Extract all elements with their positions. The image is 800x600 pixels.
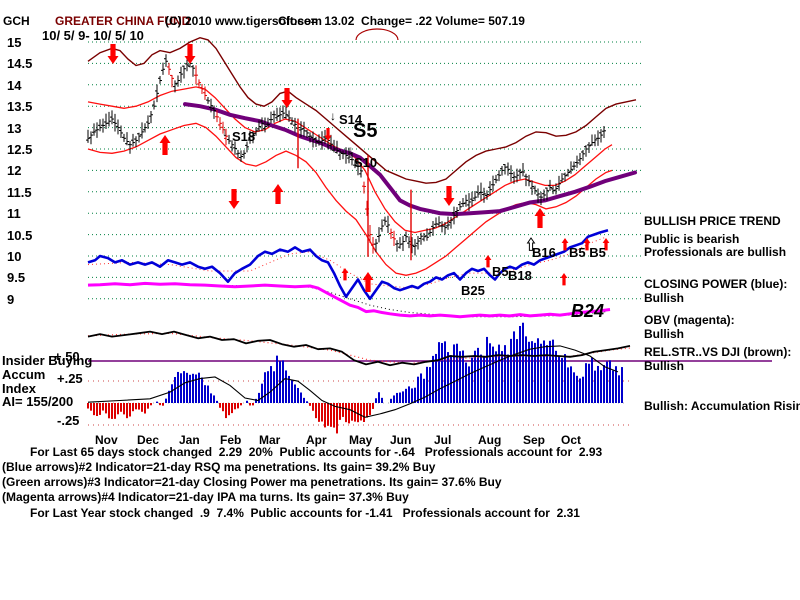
buy-signal-arrow-icon <box>602 238 610 251</box>
buy-signal-label: B24 <box>571 301 605 321</box>
page-title: GREATER CHINA FUND <box>55 14 191 28</box>
price-axis-tick: 10 <box>7 249 22 264</box>
month-axis-label: Jan <box>179 433 200 447</box>
month-axis-label: Jun <box>390 433 412 447</box>
accum-ma-line <box>87 345 619 418</box>
indicator-status-text: Bullish <box>644 327 685 341</box>
indicator-status-text: Public is bearish <box>644 232 740 246</box>
sell-signal-arrow-icon <box>228 189 240 209</box>
sell-signal-arrow-icon <box>324 128 332 141</box>
sell-signal-arrow-icon <box>107 44 119 64</box>
price-axis-tick: 10.5 <box>7 227 33 243</box>
date-range: 10/ 5/ 9- 10/ 5/ 10 <box>42 28 144 43</box>
price-axis-tick: 11.5 <box>7 184 32 200</box>
month-axis-label: Dec <box>137 433 160 447</box>
accum-index-label: Insider Buying <box>2 353 93 368</box>
oscillator-scale-label: -.25 <box>57 413 80 428</box>
price-axis-tick: 12 <box>7 163 22 179</box>
price-axis-tick: 13 <box>7 120 22 136</box>
copyright-text: (C) 2010 www.tigersoft.com <box>165 14 322 28</box>
buy-signal-arrow-icon <box>484 255 492 268</box>
down-arrow-glyph: ↓ <box>348 143 354 157</box>
buy-signal-arrow-icon <box>560 273 568 286</box>
sell-signal-label: S5 <box>353 120 378 142</box>
buy-signal-label: B5 <box>492 264 509 279</box>
closing-power-line <box>87 229 609 301</box>
buy-signal-arrow-icon <box>526 237 536 251</box>
accum-histogram <box>87 322 623 434</box>
sell-signal-arrow-icon <box>443 186 455 206</box>
month-axis-label: Oct <box>561 433 582 447</box>
sell-signal-arrow-icon <box>184 44 196 64</box>
indicator-status-text: Bullish: Accumulation Rising <box>644 399 800 413</box>
month-axis-label: Nov <box>95 433 118 447</box>
buy-signal-arrow-icon <box>534 208 546 228</box>
sell-signal-label: S10 <box>354 155 378 170</box>
buy-signal-arrow-icon <box>362 272 374 292</box>
buy-signal-arrow-icon <box>583 238 591 251</box>
buy-signal-arrow-icon <box>272 184 284 204</box>
indicator-status-text: OBV (magenta): <box>644 313 735 327</box>
footer-stat-line: For Last 65 days stock changed 2.29 20% … <box>30 445 603 459</box>
price-axis-tick: 11 <box>7 206 21 222</box>
price-axis-tick: 15 <box>7 35 22 50</box>
down-arrow-glyph: ↓ <box>330 109 336 123</box>
price-gridlines <box>88 41 643 300</box>
month-axis-label: Jul <box>434 433 452 447</box>
month-axis-label: May <box>349 433 373 447</box>
month-axis-label: Sep <box>523 433 546 447</box>
sell-signal-label: S14 <box>339 112 363 127</box>
buy-signal-label: B25 <box>461 283 485 298</box>
footer-stat-line: (Magenta arrows)#4 Indicator=21-day IPA … <box>2 490 409 504</box>
down-arrow-glyph: ↓ <box>222 125 228 139</box>
candlesticks <box>86 54 606 261</box>
accum-index-label: Accum <box>2 367 46 382</box>
cp-ma-dotted-line <box>87 236 608 289</box>
footer-stat-line: For Last Year stock changed .9 7.4% Publ… <box>30 506 580 520</box>
signal-arrows <box>107 28 610 292</box>
buy-signal-arrow-icon <box>561 238 569 251</box>
ma-50day-line <box>183 102 637 217</box>
sell-signal-label: S18 <box>232 129 256 144</box>
price-axis-tick: 14 <box>7 77 22 93</box>
price-axis-tick: 13.5 <box>7 99 33 115</box>
indicator-status-text: Bullish <box>644 359 685 373</box>
month-axis-label: Apr <box>306 433 327 447</box>
indicator-status-text: Bullish <box>644 291 685 305</box>
sell-signal-arrow-icon <box>281 88 293 108</box>
price-axis-tick: 14.5 <box>7 56 33 72</box>
oscillator-scale-label: +.50 <box>54 349 80 364</box>
indicator-status-text: BULLISH PRICE TREND <box>644 214 781 228</box>
buy-signal-label: B18 <box>508 268 532 283</box>
buy-signal-arrow-icon <box>341 268 349 281</box>
relative-strength-line <box>87 330 631 367</box>
price-axis-tick: 9 <box>7 291 15 307</box>
ticker-symbol: GCH <box>3 14 30 28</box>
accum-index-label: AI= 155/200 <box>2 394 74 409</box>
annotation-ellipse <box>355 28 399 41</box>
price-axis-tick: 9.5 <box>7 270 26 286</box>
indicator-status-text: CLOSING POWER (blue): <box>644 277 788 291</box>
accum-index-label: Index <box>2 381 36 396</box>
footer-stat-line: (Blue arrows)#2 Indicator=21-day RSQ ma … <box>2 460 436 474</box>
indicator-status-text: REL.STR..VS DJI (brown): <box>644 345 792 359</box>
month-axis-label: Aug <box>478 433 502 447</box>
oscillator-scale-label: +.25 <box>57 371 83 386</box>
buy-signal-label: B16 <box>532 245 556 260</box>
footer-stat-line: (Green arrows)#3 Indicator=21-day Closin… <box>2 475 502 489</box>
buy-signal-arrow-icon <box>159 135 171 155</box>
obv-ma-dotted-line <box>87 283 608 318</box>
obv-line <box>87 281 611 319</box>
rel-strength-ma-dotted <box>87 332 631 365</box>
price-axis-tick: 12.5 <box>7 142 33 157</box>
quote-stats: Close= 13.02 Change= .22 Volume= 507.19 <box>278 14 525 28</box>
indicator-status-text: Professionals are bullish <box>644 245 787 259</box>
month-axis-label: Feb <box>220 433 242 447</box>
month-axis-label: Mar <box>259 433 281 447</box>
buy-signal-label: B5 B5 <box>569 245 606 260</box>
